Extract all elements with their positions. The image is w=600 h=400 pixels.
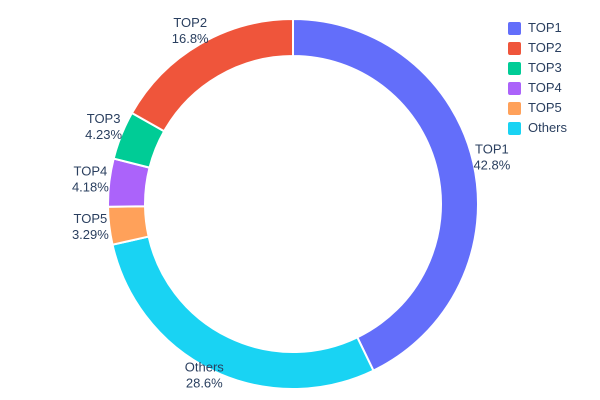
- legend-label: Others: [528, 120, 568, 135]
- legend-swatch-others: [508, 121, 521, 135]
- legend-item-others[interactable]: Others: [508, 118, 567, 138]
- legend-item-top4[interactable]: TOP4: [508, 78, 567, 98]
- chart-legend: TOP1 TOP2 TOP3 TOP4 TOP5 Others: [508, 18, 567, 138]
- pie-slice-top1[interactable]: [292, 17, 479, 372]
- legend-label: TOP2: [528, 40, 562, 55]
- legend-item-top3[interactable]: TOP3: [508, 58, 567, 78]
- legend-label: TOP3: [528, 60, 562, 75]
- legend-item-top2[interactable]: TOP2: [508, 38, 567, 58]
- pie-slice-others[interactable]: [111, 235, 375, 390]
- legend-swatch-top2: [508, 41, 521, 55]
- slice-label-top4: TOP4 4.18%: [72, 163, 109, 194]
- legend-label: TOP1: [528, 20, 562, 35]
- pie-slice-top5[interactable]: [107, 205, 150, 246]
- slice-label-top3: TOP3 4.23%: [85, 111, 122, 142]
- legend-swatch-top4: [508, 81, 521, 95]
- slice-label-top1: TOP1 42.8%: [473, 142, 510, 173]
- legend-swatch-top3: [508, 61, 521, 75]
- legend-swatch-top5: [508, 101, 521, 115]
- slice-label-top2: TOP2 16.8%: [172, 15, 209, 46]
- pie-slice-top2[interactable]: [130, 17, 294, 133]
- slice-label-others: Others 28.6%: [185, 360, 225, 391]
- legend-label: TOP4: [528, 80, 562, 95]
- legend-label: TOP5: [528, 100, 562, 115]
- legend-item-top1[interactable]: TOP1: [508, 18, 567, 38]
- legend-item-top5[interactable]: TOP5: [508, 98, 567, 118]
- slice-label-top5: TOP5 3.29%: [72, 211, 109, 242]
- legend-swatch-top1: [508, 21, 521, 35]
